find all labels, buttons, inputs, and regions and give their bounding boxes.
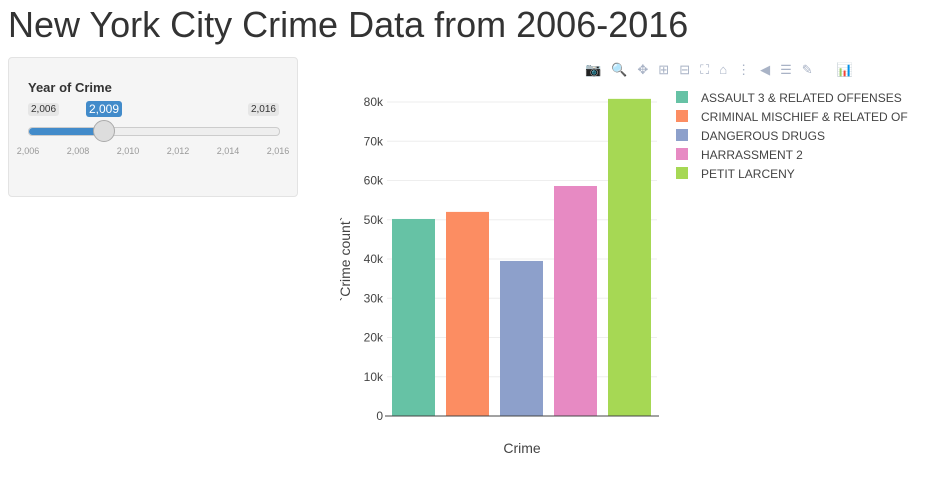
bar [500, 260, 543, 416]
legend-swatch [676, 129, 688, 141]
year-slider[interactable] [28, 120, 280, 142]
slider-max: 2,016 [247, 103, 279, 116]
y-tick-label: 10k [364, 370, 384, 384]
slider-tick-label: 2,016 [266, 146, 290, 156]
legend-item: DANGEROUS DRUGS [701, 129, 825, 143]
spike-lines-icon[interactable]: ⋮ [737, 62, 751, 77]
hover-closest-icon[interactable]: ◀ [760, 62, 771, 77]
y-tick-label: 60k [364, 174, 384, 188]
plotly-logo-icon[interactable]: 📊 [836, 62, 853, 77]
bar [608, 98, 651, 417]
zoom-icon[interactable]: 🔍 [611, 62, 628, 77]
y-tick-label: 30k [364, 291, 384, 305]
slider-tick-label: 2,006 [16, 146, 40, 156]
legend-item: HARRASSMENT 2 [701, 148, 803, 162]
legend-swatch [676, 91, 688, 103]
legend-swatch [676, 110, 688, 122]
y-tick-label: 0 [376, 409, 383, 423]
y-tick-label: 70k [364, 134, 384, 148]
slider-tick-label: 2,010 [116, 146, 140, 156]
slider-tick-label: 2,008 [66, 146, 90, 156]
camera-icon[interactable]: 📷 [585, 62, 602, 77]
slider-value: 2,009 [86, 101, 123, 117]
pan-icon[interactable]: ✥ [637, 62, 649, 77]
y-tick-label: 50k [364, 213, 384, 227]
bar [554, 185, 597, 416]
autoscale-icon[interactable]: ⛶ [700, 62, 710, 77]
y-tick-label: 40k [364, 252, 384, 266]
slider-label: Year of Crime [28, 80, 112, 95]
x-axis-title: Crime [503, 440, 541, 456]
legend-swatch [676, 148, 688, 160]
modebar: 📷 🔍 ✥ ⊞ ⊟ ⛶ ⌂ ⋮ ◀ ☰ ✎ 📊 [585, 62, 853, 78]
slider-fill [29, 128, 104, 135]
home-icon[interactable]: ⌂ [719, 62, 728, 77]
legend-item: ASSAULT 3 & RELATED OFFENSES [701, 91, 902, 105]
bar [446, 211, 489, 416]
legend-swatch [676, 167, 688, 179]
legend-item: CRIMINAL MISCHIEF & RELATED OF [701, 110, 908, 124]
slider-tick-label: 2,012 [166, 146, 190, 156]
zoom-out-icon[interactable]: ⊟ [679, 62, 691, 77]
y-tick-label: 20k [364, 331, 384, 345]
page-title: New York City Crime Data from 2006-2016 [8, 4, 689, 45]
y-tick-label: 80k [364, 95, 384, 109]
slider-panel: Year of Crime 2,006 2,009 2,016 2,006 2,0… [8, 57, 298, 197]
slider-min: 2,006 [28, 103, 60, 116]
bar [392, 218, 435, 416]
slider-tick-label: 2,014 [216, 146, 240, 156]
edit-chart-icon[interactable]: ✎ [801, 62, 813, 77]
y-axis-title: `Crime count` [337, 217, 353, 302]
zoom-in-icon[interactable]: ⊞ [658, 62, 670, 77]
hover-compare-icon[interactable]: ☰ [780, 62, 792, 77]
legend-item: PETIT LARCENY [701, 167, 795, 181]
slider-handle[interactable] [93, 120, 115, 142]
